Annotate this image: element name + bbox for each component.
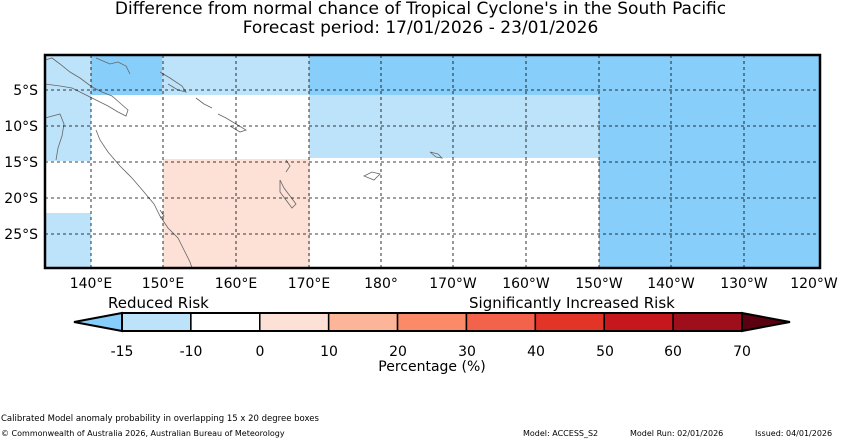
colorbar-segment <box>190 312 261 332</box>
lon-label: 140°E <box>70 276 113 292</box>
coast-new-britain <box>159 71 187 93</box>
coast-solomon-islands <box>217 113 247 133</box>
coast-cape-york-west <box>44 113 65 161</box>
coast-bougainville <box>195 97 213 109</box>
colorbar-segment <box>465 312 537 332</box>
colorbar-segment <box>396 312 468 332</box>
coast-png-north <box>95 57 131 75</box>
colorbar-segment <box>327 312 399 332</box>
colorbar-segment <box>121 312 192 332</box>
increased-risk-label: Significantly Increased Risk <box>469 294 675 312</box>
colorbar-extend-low <box>73 311 123 333</box>
colorbar-segment <box>534 312 605 332</box>
model-name: Model: ACCESS_S2 <box>523 429 599 438</box>
map-frame <box>43 53 822 270</box>
colorbar-tick: 20 <box>389 344 407 360</box>
longitude-labels: 140°E 150°E 160°E 170°E 180° 170°W 160°W… <box>70 276 838 292</box>
cell-strong-reduced-east <box>599 55 820 268</box>
cell-reduced-southwest <box>45 213 91 268</box>
colorbar-tick: 30 <box>458 344 476 360</box>
lon-label: 150°E <box>142 276 185 292</box>
reduced-risk-label: Reduced Risk <box>108 294 209 312</box>
colorbar-segment <box>259 312 330 332</box>
colorbar-tick: 70 <box>733 344 751 360</box>
lat-label: 5°S <box>13 83 38 99</box>
forecast-period: Forecast period: 17/01/2026 - 23/01/2026 <box>242 18 599 38</box>
lon-label: 170°E <box>288 276 331 292</box>
copyright-notice: © Commonwealth of Australia 2026, Austra… <box>1 429 285 438</box>
lon-label: 170°W <box>429 276 477 292</box>
coast-samoa <box>429 151 444 159</box>
colorbar-segment <box>603 312 674 332</box>
latitude-labels: 5°S 10°S 15°S 20°S 25°S <box>4 83 38 243</box>
colorbar-extend-high <box>741 311 791 333</box>
chart-title: Difference from normal chance of Tropica… <box>114 0 727 19</box>
colorbar-ticks: -15 -10 0 10 20 30 40 50 60 70 <box>111 344 751 360</box>
methodology-note: Calibrated Model anomaly probability in … <box>1 414 319 424</box>
coast-queensland <box>95 129 193 269</box>
colorbar-axis-label: Percentage (%) <box>378 359 485 375</box>
lat-label: 25°S <box>4 227 38 243</box>
colorbar-tick: 60 <box>664 344 682 360</box>
cell-strong-reduced-png <box>91 55 162 95</box>
colorbar-frame <box>121 312 743 332</box>
lat-label: 20°S <box>4 191 38 207</box>
colorbar: -15 -10 0 10 20 30 40 50 60 70 Percentag… <box>73 311 791 375</box>
colorbar-tick: -10 <box>180 344 203 360</box>
lat-label: 15°S <box>4 155 38 171</box>
lon-label: 120°W <box>790 276 838 292</box>
colorbar-tick: 50 <box>596 344 614 360</box>
colorbar-tick: 10 <box>320 344 338 360</box>
colorbar-tick: -15 <box>111 344 134 360</box>
cell-increased-coral-sea <box>163 159 310 268</box>
lon-label: 140°W <box>647 276 695 292</box>
anomaly-cells <box>45 55 820 268</box>
coast-new-guinea <box>44 57 129 117</box>
lon-label: 160°E <box>215 276 258 292</box>
cell-reduced-west <box>45 55 91 161</box>
lon-label: 130°W <box>720 276 768 292</box>
cell-reduced-central <box>309 95 599 158</box>
lon-label: 150°W <box>575 276 623 292</box>
colorbar-segments <box>121 312 743 332</box>
coast-whitsunday <box>159 209 165 219</box>
lon-label: 160°W <box>502 276 550 292</box>
coast-fiji <box>363 171 381 181</box>
colorbar-tick: 40 <box>527 344 545 360</box>
coastlines <box>44 57 444 269</box>
lon-label: 180° <box>364 276 398 292</box>
colorbar-segment <box>672 312 743 332</box>
model-run-date: Model Run: 02/01/2026 <box>630 429 724 438</box>
coast-new-caledonia <box>279 179 297 209</box>
lat-label: 10°S <box>4 119 38 135</box>
colorbar-tick: 0 <box>256 344 265 360</box>
issued-date: Issued: 04/01/2026 <box>755 429 833 438</box>
